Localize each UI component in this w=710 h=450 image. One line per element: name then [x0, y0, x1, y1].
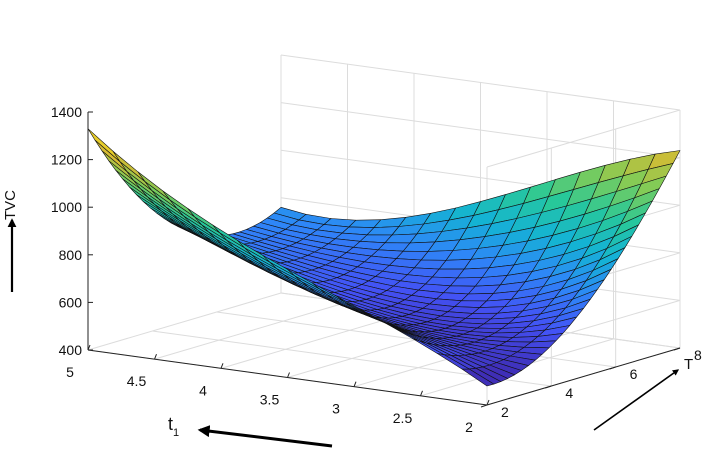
z-tick-label: 400 [59, 342, 83, 358]
x-tick-mark [486, 399, 490, 406]
y-tick-mark [545, 385, 552, 389]
y-tick-mark [673, 347, 681, 351]
z-tick-label: 600 [59, 294, 83, 310]
x-tick-label: 4 [199, 382, 207, 398]
grid-line-z [486, 109, 681, 168]
y-tick-label: 2 [501, 404, 509, 420]
x-axis-title-sub: 1 [173, 427, 179, 439]
x-tick-label: 4.5 [127, 373, 147, 389]
z-tick-label: 1000 [51, 199, 82, 215]
axis-arrows [7, 218, 680, 448]
grid-line-x [87, 292, 282, 351]
z-tick-label: 1400 [51, 104, 82, 120]
y-tick-label: 4 [565, 385, 573, 401]
x-tick-mark [420, 390, 423, 397]
grid-line-x [154, 301, 348, 360]
y-tick-mark [609, 366, 616, 370]
y-tick-label: 6 [630, 366, 638, 382]
x-tick-label: 3.5 [260, 392, 280, 408]
x-tick-mark [154, 353, 157, 360]
x-tick-mark [87, 344, 91, 351]
axis-labels: TVC T t1 [2, 190, 693, 439]
x-tick-label: 2.5 [393, 410, 413, 426]
x-tick-mark [220, 363, 224, 369]
z-axis-title: TVC [2, 190, 19, 220]
axes: 400 600 800 1000 1200 1400 5 4.5 4 3.5 3 2.5 2 2 4 6 8 [51, 104, 702, 435]
x-tick-mark [287, 372, 290, 378]
y-axis-title: T [684, 356, 693, 373]
surface-mesh [87, 128, 681, 387]
x-tick-label: 3 [332, 401, 340, 417]
y-axis-line [486, 347, 681, 406]
y-tick-mark [480, 404, 488, 408]
x-tick-label: 2 [465, 419, 473, 435]
y-tick-label: 8 [694, 347, 702, 363]
z-tick-label: 800 [59, 247, 83, 263]
x-axis-title-main: t [168, 414, 173, 434]
x-axis-arrow [197, 425, 333, 448]
y-axis-arrow [593, 369, 680, 431]
x-axis-title: t1 [168, 414, 179, 439]
surface-facet [87, 128, 121, 162]
x-tick-mark [353, 381, 357, 387]
z-tick-label: 1200 [51, 152, 82, 168]
surface-facet [94, 139, 127, 172]
x-tick-label: 5 [66, 364, 74, 380]
